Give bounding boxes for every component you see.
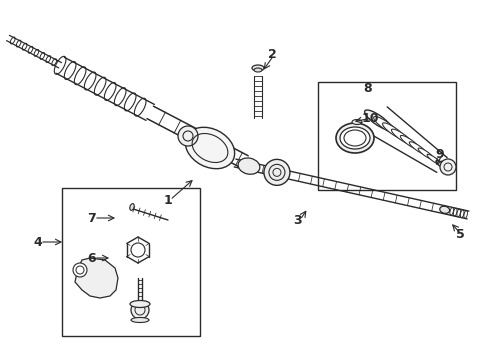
Text: 5: 5: [455, 229, 464, 242]
Text: 3: 3: [293, 213, 302, 226]
Ellipse shape: [391, 129, 412, 145]
Ellipse shape: [364, 110, 390, 130]
Ellipse shape: [351, 120, 361, 125]
Ellipse shape: [373, 117, 398, 135]
Circle shape: [73, 263, 87, 277]
Ellipse shape: [238, 158, 259, 174]
Ellipse shape: [417, 148, 433, 159]
Ellipse shape: [400, 135, 419, 150]
Polygon shape: [75, 258, 118, 298]
Text: 9: 9: [435, 148, 444, 162]
Bar: [317, 82, 455, 190]
Circle shape: [178, 126, 198, 146]
Text: 4: 4: [34, 235, 42, 248]
Circle shape: [131, 301, 149, 319]
Text: 8: 8: [363, 81, 371, 94]
Ellipse shape: [251, 65, 264, 71]
Text: 1: 1: [163, 194, 172, 207]
Ellipse shape: [339, 127, 369, 149]
Ellipse shape: [131, 318, 149, 323]
Ellipse shape: [426, 154, 440, 165]
Ellipse shape: [130, 301, 150, 307]
Ellipse shape: [435, 161, 447, 170]
Bar: [62, 188, 200, 336]
Circle shape: [264, 159, 289, 185]
Ellipse shape: [185, 127, 234, 169]
Text: 7: 7: [87, 211, 96, 225]
Ellipse shape: [408, 142, 426, 154]
Ellipse shape: [382, 123, 405, 140]
Ellipse shape: [253, 68, 262, 72]
Text: 10: 10: [361, 112, 378, 125]
Text: 6: 6: [87, 252, 96, 265]
Ellipse shape: [335, 123, 373, 153]
Text: 2: 2: [267, 49, 276, 62]
Ellipse shape: [129, 204, 134, 210]
Circle shape: [439, 159, 455, 175]
Ellipse shape: [439, 206, 449, 213]
